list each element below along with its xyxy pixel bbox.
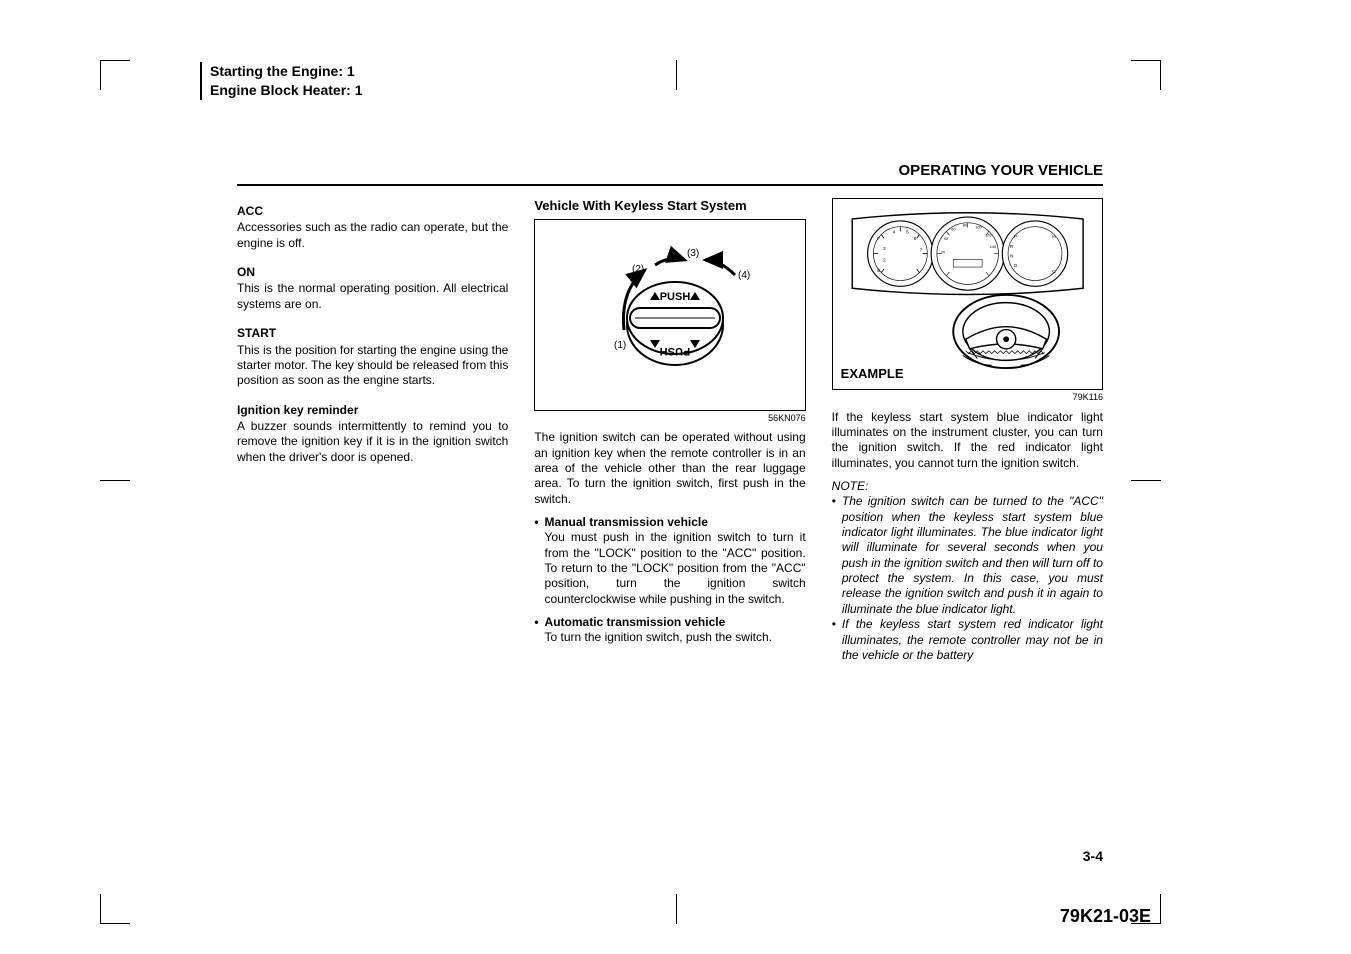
bullet-manual: • Manual transmission vehicle You must p…: [534, 515, 805, 607]
column-1: ACC Accessories such as the radio can op…: [237, 198, 508, 663]
svg-text:2: 2: [883, 257, 886, 263]
acc-text: Accessories such as the radio can operat…: [237, 220, 508, 251]
reminder-text: A buzzer sounds intermittently to remind…: [237, 419, 508, 465]
dashboard-figure: F E 4 5 6 7 3 2: [832, 198, 1103, 390]
on-text: This is the normal operating position. A…: [237, 281, 508, 312]
svg-text:20: 20: [940, 251, 944, 255]
crop-mark: [676, 894, 677, 924]
crop-mark: [676, 60, 677, 90]
push-top-label: PUSH: [660, 291, 691, 303]
label-1: (1): [614, 340, 626, 351]
svg-text:N: N: [1010, 253, 1014, 259]
bullet-dot: •: [534, 515, 538, 607]
example-label: EXAMPLE: [841, 366, 904, 383]
start-heading: START: [237, 326, 508, 341]
header-line-2: Engine Block Heater: 1: [210, 82, 363, 98]
acc-heading: ACC: [237, 204, 508, 219]
svg-text:100: 100: [975, 226, 981, 230]
note-label: NOTE:: [832, 479, 1103, 494]
column-3: F E 4 5 6 7 3 2: [832, 198, 1103, 663]
svg-text:120: 120: [985, 233, 991, 237]
svg-text:60: 60: [951, 228, 955, 232]
ignition-figure: PUSH PUSH (1) (2) (3) (4): [534, 219, 805, 411]
svg-text:R: R: [1010, 244, 1014, 250]
header-rule: [237, 184, 1103, 186]
svg-text:3: 3: [883, 246, 886, 252]
bullet-manual-text: You must push in the ignition switch to …: [545, 530, 806, 605]
svg-text:E: E: [877, 268, 880, 274]
top-left-header: Starting the Engine: 1 Engine Block Heat…: [200, 62, 363, 100]
svg-text:6: 6: [913, 236, 916, 242]
crop-mark: [1131, 60, 1161, 61]
svg-text:H: H: [1052, 234, 1056, 240]
fig2-caption: 79K116: [832, 392, 1103, 404]
keyless-intro: The ignition switch can be operated with…: [534, 430, 805, 507]
page-number: 3-4: [1083, 848, 1103, 864]
crop-mark: [1160, 894, 1161, 924]
svg-text:80: 80: [963, 224, 967, 228]
column-2: Vehicle With Keyless Start System PUSH: [534, 198, 805, 663]
svg-text:D: D: [1013, 263, 1017, 269]
on-heading: ON: [237, 265, 508, 280]
bullet-manual-heading: Manual transmission vehicle: [545, 515, 806, 530]
svg-text:5: 5: [906, 229, 909, 235]
svg-text:F: F: [877, 236, 880, 242]
ignition-svg: PUSH PUSH (1) (2) (3) (4): [560, 230, 780, 400]
svg-text:40: 40: [943, 237, 947, 241]
keyless-heading: Vehicle With Keyless Start System: [534, 198, 805, 215]
bullet-dot: •: [832, 494, 836, 617]
dashboard-svg: F E 4 5 6 7 3 2: [833, 199, 1102, 389]
svg-text:7: 7: [919, 248, 922, 254]
label-3: (3): [687, 248, 699, 259]
note-1: • The ignition switch can be turned to t…: [832, 494, 1103, 617]
svg-text:C: C: [1052, 269, 1056, 275]
svg-text:P: P: [1013, 234, 1016, 240]
svg-text:4: 4: [892, 229, 895, 235]
reminder-heading: Ignition key reminder: [237, 403, 508, 418]
note-2: • If the keyless start system red indica…: [832, 617, 1103, 663]
bullet-dot: •: [534, 615, 538, 646]
bullet-auto-heading: Automatic transmission vehicle: [545, 615, 806, 630]
crop-mark: [100, 480, 130, 481]
document-code: 79K21-03E: [1060, 906, 1151, 927]
page-header: OPERATING YOUR VEHICLE: [899, 162, 1103, 179]
label-2: (2): [632, 264, 644, 275]
push-bottom-label: PUSH: [660, 345, 691, 357]
crop-mark: [1131, 480, 1161, 481]
crop-mark: [100, 894, 130, 924]
start-text: This is the position for starting the en…: [237, 343, 508, 389]
bullet-auto-text: To turn the ignition switch, push the sw…: [545, 630, 772, 644]
label-4: (4): [738, 270, 750, 281]
crop-mark: [100, 60, 130, 90]
header-line-1: Starting the Engine: 1: [210, 63, 355, 79]
crop-mark: [1160, 60, 1161, 90]
note-2-text: If the keyless start system red indicato…: [842, 617, 1103, 663]
page-body: ACC Accessories such as the radio can op…: [237, 198, 1103, 663]
bullet-dot: •: [832, 617, 836, 663]
note-1-text: The ignition switch can be turned to the…: [842, 494, 1103, 617]
col3-intro: If the keyless start system blue indicat…: [832, 410, 1103, 471]
bullet-auto: • Automatic transmission vehicle To turn…: [534, 615, 805, 646]
fig1-caption: 56KN076: [534, 413, 805, 425]
svg-text:140: 140: [989, 245, 995, 249]
